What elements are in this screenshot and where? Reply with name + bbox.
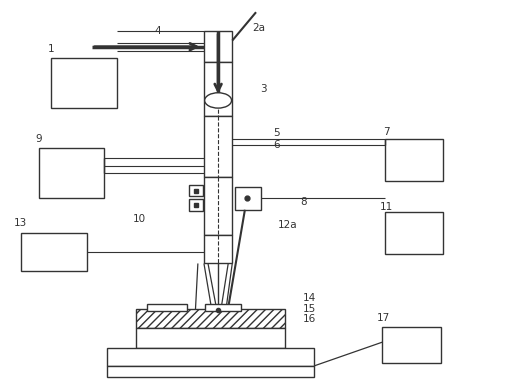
Text: 17: 17 <box>377 313 390 323</box>
Bar <box>204 116 232 177</box>
Text: 3: 3 <box>260 84 267 94</box>
Text: 4: 4 <box>154 27 161 37</box>
Bar <box>21 233 87 271</box>
Text: 9: 9 <box>35 134 42 144</box>
Bar <box>51 58 117 108</box>
Bar <box>235 187 261 210</box>
Bar <box>204 235 232 263</box>
Text: 7: 7 <box>383 127 389 137</box>
Text: 13: 13 <box>14 218 27 228</box>
Text: 16: 16 <box>303 315 316 325</box>
Bar <box>148 304 187 311</box>
Text: 15: 15 <box>303 304 316 314</box>
Text: 5: 5 <box>273 128 279 138</box>
Bar <box>136 309 285 328</box>
Bar <box>39 148 104 198</box>
Text: 11: 11 <box>379 202 392 212</box>
Text: 6: 6 <box>273 139 279 149</box>
Text: 2a: 2a <box>252 23 265 33</box>
Text: 8: 8 <box>301 197 307 207</box>
Bar <box>204 177 232 235</box>
Bar <box>107 366 314 377</box>
Bar <box>136 328 285 348</box>
Text: 1: 1 <box>48 44 55 54</box>
Bar <box>385 139 443 181</box>
Text: 14: 14 <box>303 293 316 303</box>
Bar <box>189 199 203 211</box>
Bar <box>107 348 314 366</box>
Ellipse shape <box>205 93 232 108</box>
Bar <box>204 62 232 116</box>
Bar <box>189 185 203 196</box>
Bar <box>382 327 441 363</box>
Text: 10: 10 <box>133 214 147 224</box>
Bar <box>205 304 241 311</box>
Bar <box>385 212 443 254</box>
Text: 12a: 12a <box>278 220 298 230</box>
Bar <box>204 32 232 62</box>
